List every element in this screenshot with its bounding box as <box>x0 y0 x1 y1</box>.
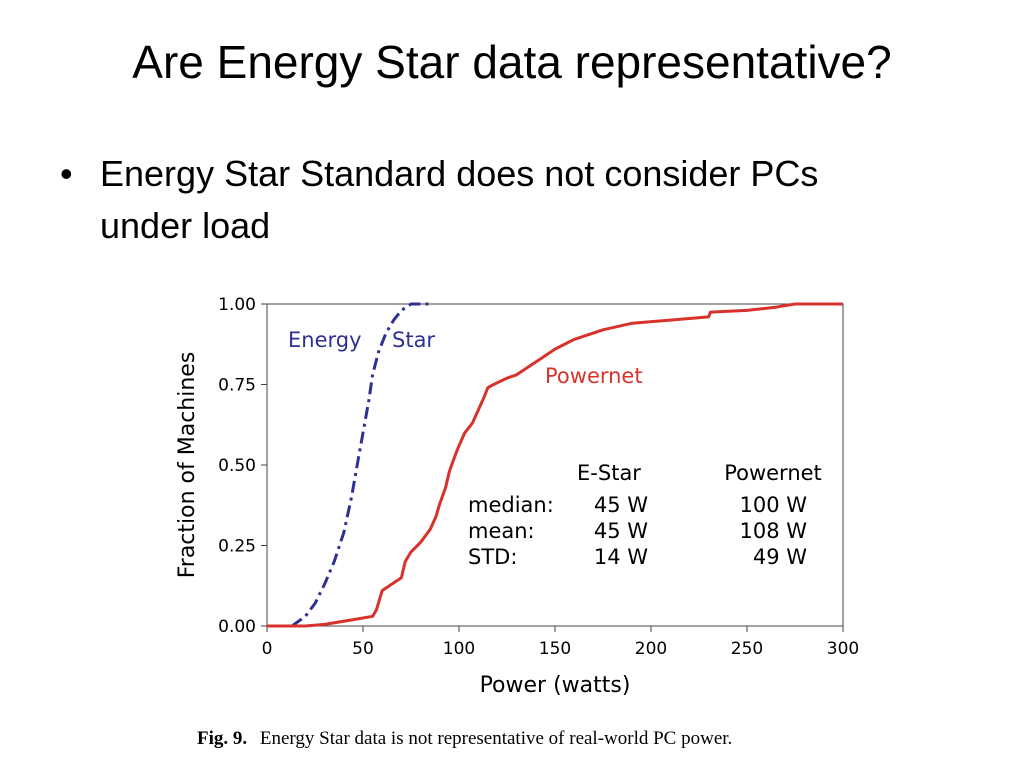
stats-row-powernet: 49 W <box>753 545 807 569</box>
stats-table: E-Star Powernet median: 45 W 100 W mean:… <box>468 461 822 569</box>
figure-caption: Fig. 9. Energy Star data is not represen… <box>197 728 732 749</box>
x-tick-label: 300 <box>827 639 859 659</box>
stats-row-powernet: 100 W <box>739 493 807 517</box>
x-tick-label: 150 <box>539 639 571 659</box>
stats-row-estar: 45 W <box>594 493 648 517</box>
stats-row-label: mean: <box>468 519 535 543</box>
powernet-label: Powernet <box>545 364 643 388</box>
slide-title: Are Energy Star data representative? <box>132 36 892 88</box>
powernet-cdf-line <box>267 302 843 628</box>
y-tick-label: 0.00 <box>218 617 256 637</box>
y-tick-label: 1.00 <box>218 295 256 315</box>
y-tick-label: 0.75 <box>218 376 256 396</box>
x-tick-label: 250 <box>731 639 763 659</box>
bullet-text: Energy Star Standard does not consider P… <box>100 153 819 246</box>
axis-ticks: 0 50 100 150 200 250 300 0.00 0.25 0.50 0.75 1.00 <box>218 295 859 659</box>
x-tick-label: 100 <box>443 639 475 659</box>
energy-star-cdf-line <box>267 302 431 628</box>
y-tick-label: 0.25 <box>218 537 256 557</box>
stats-row-label: STD: <box>468 545 517 569</box>
figure-caption-label: Fig. 9. <box>197 728 247 749</box>
figure-caption-text: Energy Star data is not representative o… <box>260 728 732 749</box>
bullet-marker: • <box>60 153 73 194</box>
x-axis-title: Power (watts) <box>480 673 631 698</box>
stats-row-estar: 45 W <box>594 519 648 543</box>
energy-star-label-word1: Energy <box>288 328 362 352</box>
stats-row-powernet: 108 W <box>739 519 807 543</box>
stats-row-label: median: <box>468 493 554 517</box>
x-tick-label: 200 <box>635 639 667 659</box>
x-tick-label: 0 <box>262 639 273 659</box>
y-axis-title: Fraction of Machines <box>175 352 200 579</box>
stats-row-estar: 14 W <box>594 545 648 569</box>
stats-header-estar: E-Star <box>577 461 641 485</box>
x-tick-label: 50 <box>352 639 374 659</box>
stats-header-powernet: Powernet <box>724 461 822 485</box>
y-tick-label: 0.50 <box>218 456 256 476</box>
energy-star-label-word2: Star <box>392 328 435 352</box>
